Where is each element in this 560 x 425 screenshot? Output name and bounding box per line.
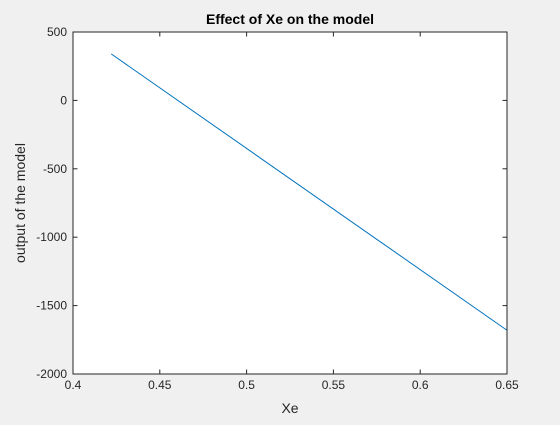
x-axis-label: Xe: [281, 400, 298, 416]
x-tick-label: 0.4: [65, 378, 82, 392]
x-tick-label: 0.6: [412, 378, 429, 392]
chart-title: Effect of Xe on the model: [206, 11, 374, 27]
y-tick-label: -1000: [36, 230, 67, 244]
y-tick-label: -1500: [36, 299, 67, 313]
y-tick-label: -2000: [36, 367, 67, 381]
x-tick-label: 0.5: [238, 378, 255, 392]
plot-area: [73, 32, 507, 374]
x-tick-label: 0.65: [495, 378, 519, 392]
y-tick-label: 0: [60, 93, 67, 107]
x-tick-label: 0.55: [322, 378, 346, 392]
y-axis-label: output of the model: [12, 143, 28, 263]
axes-box: [72, 31, 508, 375]
series-line-0: [110, 53, 508, 331]
x-tick-label: 0.45: [148, 378, 172, 392]
y-tick-label: 500: [47, 25, 67, 39]
y-tick-label: -500: [43, 162, 67, 176]
